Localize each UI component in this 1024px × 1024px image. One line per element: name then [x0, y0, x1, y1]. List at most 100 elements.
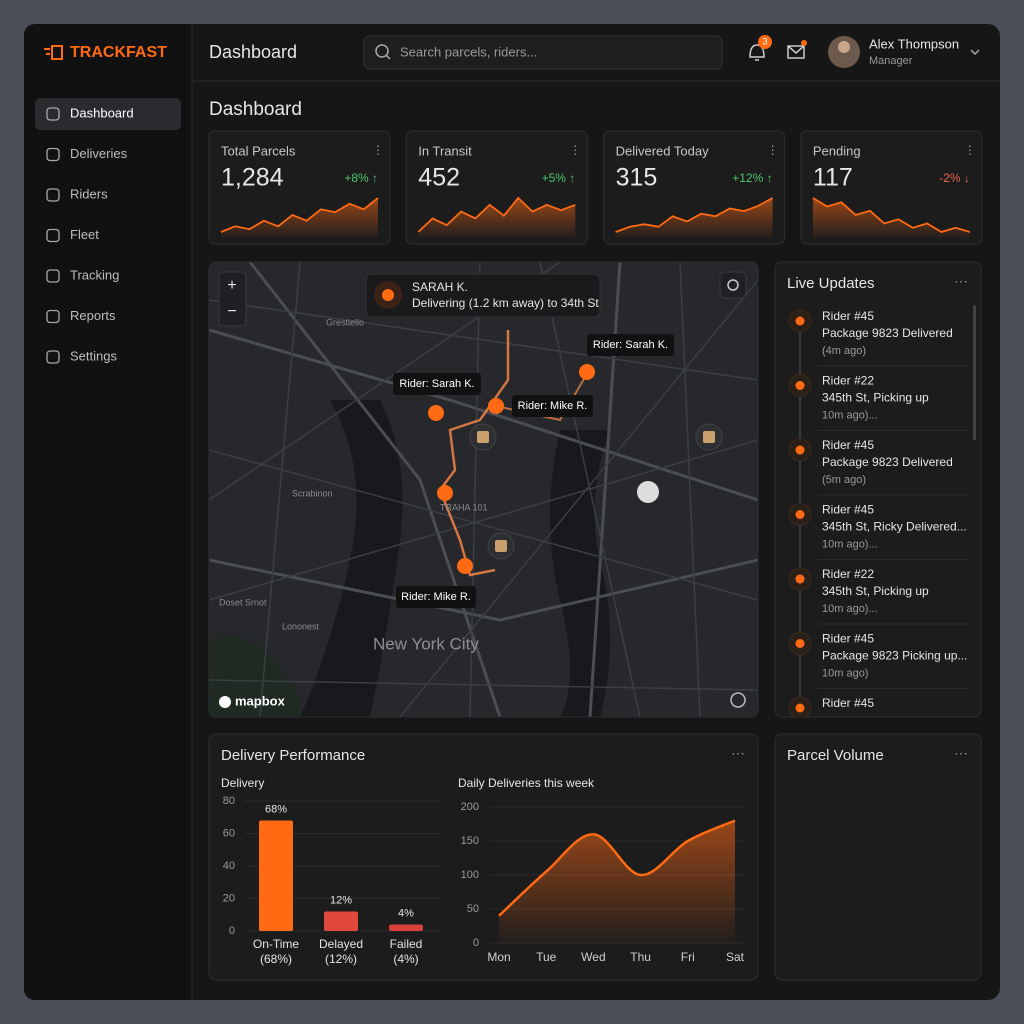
notification-count: 3	[762, 36, 767, 46]
rider-marker[interactable]	[428, 405, 444, 421]
more-menu[interactable]: ⋮	[964, 143, 976, 157]
tooltip	[365, 273, 601, 318]
tooltip-icon	[382, 289, 394, 301]
chevron[interactable]	[970, 49, 980, 56]
nav-item[interactable]: Tracking	[70, 267, 119, 282]
rider-marker[interactable]	[488, 398, 504, 414]
stat-label: Total Parcels	[221, 143, 296, 158]
update-time: (5m ago)	[822, 474, 866, 486]
nav-item[interactable]: Dashboard	[70, 105, 134, 120]
zoom-controls[interactable]	[218, 271, 247, 327]
attribution: mapbox	[235, 693, 286, 708]
value-label: 4%	[398, 907, 414, 919]
y-tick-label: 100	[461, 869, 479, 881]
update-time: 10m ago)...	[822, 538, 878, 550]
road	[209, 262, 758, 717]
y-tick-label: 150	[461, 835, 479, 847]
update-title: Rider #45	[822, 438, 874, 452]
x-tick-label: Wed	[581, 950, 605, 964]
street-label: Grestiello	[326, 317, 364, 327]
update-title: Rider #45	[822, 632, 874, 646]
update-time: 10m ago)	[822, 667, 868, 679]
search-box[interactable]	[363, 35, 723, 70]
map[interactable]: Rider: Sarah K. Rider: Sarah K. Rider: Mik…	[209, 262, 758, 717]
update-text: 345th St, Ricky Delivered...	[822, 520, 967, 534]
update-icon-dot	[795, 703, 805, 713]
info-icon[interactable]	[730, 692, 746, 708]
update-text: Package 9823 Picking up...	[822, 649, 967, 663]
map-settings[interactable]	[719, 271, 747, 299]
x-tick-label: Failed	[390, 937, 423, 951]
scrollbar[interactable]	[973, 305, 976, 440]
parcel-icon	[703, 431, 715, 443]
bell-icon[interactable]	[749, 44, 765, 61]
rider-label: Rider: Mike R.	[518, 400, 588, 412]
brand: TRACKFAST	[70, 44, 167, 61]
more-menu[interactable]: ⋮	[569, 143, 581, 157]
mail-dot	[801, 40, 807, 46]
sparkline	[417, 196, 576, 233]
zoom-in[interactable]: +	[227, 277, 236, 294]
live-updates-card	[774, 261, 982, 718]
more-menu[interactable]: ⋮	[767, 143, 779, 157]
rider-marker[interactable]	[457, 558, 473, 574]
user-name: Alex Thompson	[869, 36, 959, 51]
badge	[758, 35, 772, 49]
update-text: 345th St, Picking up	[822, 391, 929, 405]
update-title: Rider #45	[822, 503, 874, 517]
y-tick-label: 60	[223, 827, 235, 839]
rider-label: Rider: Sarah K.	[593, 339, 668, 351]
nav-icon	[46, 309, 60, 324]
street-label: Scrabinon	[292, 488, 333, 498]
nav-item[interactable]: Fleet	[70, 227, 99, 242]
x-tick-label: Mon	[487, 950, 510, 964]
sparkline-area	[812, 198, 970, 238]
stat-label: Delivered Today	[616, 143, 709, 158]
logo-icon	[44, 45, 63, 60]
stat-value: 315	[616, 164, 658, 192]
more-menu[interactable]: ···	[954, 273, 968, 289]
search-placeholder: Search parcels, riders...	[400, 44, 537, 59]
more-menu[interactable]: ···	[731, 745, 745, 761]
street-label: Doset Srnot	[219, 597, 267, 607]
update-title: Rider #45	[822, 309, 874, 323]
rider-label-box	[587, 334, 674, 356]
y-tick-label: 80	[223, 795, 235, 807]
stat-change: -2% ↓	[939, 171, 970, 185]
more-menu[interactable]: ···	[954, 745, 968, 761]
line-chart-title: Daily Deliveries this week	[458, 776, 595, 790]
rider-marker[interactable]	[579, 364, 595, 380]
more-menu[interactable]: ⋮	[372, 143, 384, 157]
bar	[389, 924, 423, 931]
x-tick-label: Sat	[726, 950, 745, 964]
parcel-volume-card	[774, 733, 982, 981]
stat-change: +5% ↑	[542, 171, 576, 185]
nav-item[interactable]: Reports	[70, 308, 116, 323]
road	[209, 328, 758, 502]
y-tick-label: 0	[473, 937, 479, 949]
zoom-out[interactable]: −	[227, 303, 236, 320]
road	[209, 558, 758, 622]
hub-marker[interactable]	[637, 481, 659, 503]
parcel-volume-title: Parcel Volume	[787, 747, 884, 764]
x-tick-label: Fri	[681, 950, 695, 964]
search-icon	[385, 54, 391, 60]
bar	[324, 911, 358, 931]
nav-icon	[46, 188, 60, 202]
update-time: 10m ago)...	[822, 603, 878, 615]
rider-marker[interactable]	[437, 485, 453, 501]
update-title: Rider #45	[822, 696, 874, 710]
bar-chart-title: Delivery	[221, 776, 264, 790]
update-icon-dot	[795, 574, 805, 584]
x-tick-label: Delayed	[319, 937, 363, 951]
sparkline	[812, 197, 971, 233]
rider-label-box	[393, 373, 481, 395]
mail-icon[interactable]	[787, 45, 805, 59]
x-tick-label: (4%)	[393, 952, 418, 966]
update-text: Package 9823 Delivered	[822, 326, 953, 340]
nav-item[interactable]: Settings	[70, 348, 117, 363]
nav-item[interactable]: Deliveries	[70, 146, 128, 161]
nav-item[interactable]: Riders	[70, 186, 108, 201]
y-tick-label: 50	[467, 903, 479, 915]
